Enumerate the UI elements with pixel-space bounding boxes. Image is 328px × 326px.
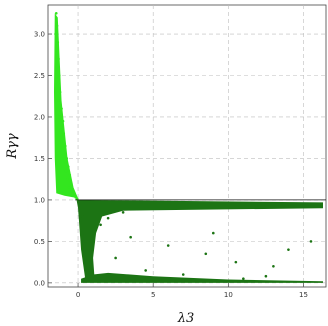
data-point — [85, 252, 89, 256]
data-point — [129, 235, 132, 239]
x-tick-label: 10 — [224, 291, 233, 299]
x-tick-label: 15 — [299, 291, 308, 299]
y-axis-title: Rγγ — [5, 133, 20, 160]
y-tick-label: 1.5 — [34, 155, 45, 163]
data-point — [74, 196, 78, 199]
y-tick-label: 2.5 — [34, 72, 45, 80]
x-tick-label: 0 — [76, 291, 80, 299]
data-point — [57, 115, 61, 119]
data-point — [82, 227, 86, 231]
data-point — [71, 190, 75, 193]
data-point — [56, 41, 60, 44]
x-tick-label: 5 — [151, 291, 155, 299]
y-tick-label: 0.5 — [34, 238, 45, 246]
data-point — [68, 173, 72, 177]
data-point — [121, 211, 125, 214]
data-point — [272, 264, 275, 268]
dark-floor — [81, 272, 323, 283]
data-point — [69, 182, 73, 185]
data-point — [204, 252, 208, 256]
data-point — [56, 82, 60, 86]
data-point — [65, 157, 69, 160]
data-point — [79, 206, 83, 210]
x-axis-title: λ3 — [177, 311, 195, 326]
data-point — [66, 165, 70, 169]
data-point — [61, 119, 65, 123]
x-axis-ticks: 0 5 10 15 — [76, 283, 308, 299]
data-point — [91, 277, 95, 281]
data-point — [54, 32, 57, 36]
bright-cloud — [54, 13, 79, 199]
y-tick-label: 2.0 — [34, 113, 45, 121]
data-point — [54, 11, 58, 15]
data-point — [181, 273, 185, 276]
data-point — [63, 144, 67, 148]
data-point — [62, 132, 66, 135]
data-point — [57, 99, 60, 102]
y-axis-ticks: 0.0 0.5 1.0 1.5 2.0 2.5 3.0 — [34, 31, 52, 287]
data-point — [309, 240, 313, 243]
data-point — [55, 24, 59, 28]
data-point — [57, 74, 61, 77]
data-point — [287, 248, 290, 251]
data-point — [61, 152, 65, 156]
data-points — [54, 11, 320, 281]
data-point — [64, 169, 68, 173]
data-point — [114, 256, 117, 260]
dense-point-clouds — [54, 13, 323, 283]
data-point — [84, 240, 87, 243]
data-point — [99, 223, 102, 227]
data-point — [60, 140, 63, 144]
data-point — [242, 277, 245, 281]
data-point — [57, 57, 60, 61]
data-point — [211, 231, 215, 235]
data-point — [81, 215, 84, 218]
dark-cloud — [76, 199, 323, 282]
data-point — [159, 277, 163, 281]
data-point — [88, 273, 92, 276]
data-point — [144, 269, 147, 272]
data-point — [54, 49, 58, 52]
data-point — [58, 90, 62, 94]
data-point — [67, 186, 71, 189]
data-point — [72, 194, 76, 198]
data-point — [257, 204, 260, 208]
data-point — [166, 244, 170, 247]
data-point — [55, 65, 59, 69]
data-point — [196, 205, 200, 208]
data-point — [63, 161, 66, 164]
data-point — [77, 200, 81, 203]
data-point — [234, 260, 238, 264]
y-tick-label: 0.0 — [34, 279, 45, 287]
data-point — [66, 177, 69, 181]
y-tick-label: 3.0 — [34, 31, 45, 39]
data-point — [317, 204, 320, 208]
data-point — [59, 128, 63, 131]
data-point — [151, 206, 155, 210]
data-point — [106, 216, 110, 220]
data-point — [60, 107, 63, 110]
data-point — [264, 274, 268, 278]
data-point — [87, 264, 90, 268]
y-tick-label: 1.0 — [34, 196, 45, 204]
data-point — [69, 191, 72, 195]
